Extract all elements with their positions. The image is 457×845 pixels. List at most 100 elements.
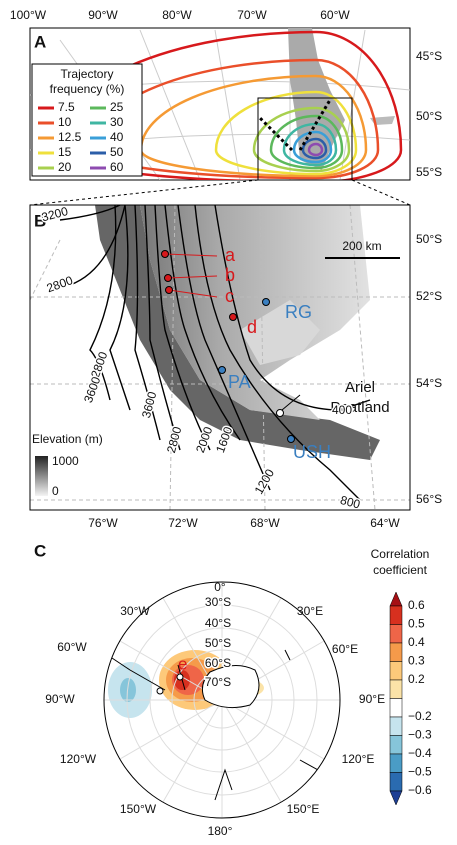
graticule [30, 205, 410, 510]
trajectory-contour [252, 106, 351, 173]
colorbar-label: 0.5 [408, 617, 425, 631]
contour-label: 3200 [40, 204, 70, 225]
contour-label: 400 [332, 403, 352, 417]
lon-label: 70°W [237, 8, 267, 22]
lowlands [140, 205, 370, 420]
colorbar: Correlation coefficient 0.6 0.5 0.4 0.3 0.2 −0.… [371, 547, 432, 806]
contour [109, 205, 131, 411]
lat-label: 54°S [416, 376, 442, 390]
legend-label: 12.5 [58, 130, 82, 144]
andes [95, 205, 380, 460]
lon-label: 30°E [297, 604, 323, 618]
contour [89, 205, 117, 401]
site-label: c [225, 286, 234, 306]
colorbar-segment [389, 716, 403, 736]
site-marker [156, 687, 164, 695]
frame-border [29, 204, 411, 511]
contour [194, 205, 361, 501]
contour [154, 205, 211, 451]
lat-label: 52°S [416, 289, 442, 303]
legend-label: 0 [52, 484, 59, 498]
trajectory-path [258, 99, 332, 152]
site-marker [161, 250, 169, 258]
lon-label: 60°W [57, 640, 87, 654]
leader-line [167, 275, 218, 279]
lowlands [240, 300, 320, 365]
lat-label: 30°S [205, 595, 231, 609]
lon-label: 150°E [287, 802, 320, 816]
elevation-gradient [35, 456, 48, 496]
colorbar-segment [389, 661, 403, 681]
lat-label: 45°S [416, 49, 442, 63]
legend-label: 60 [110, 160, 124, 174]
site-label: RG [285, 302, 312, 322]
site-marker [164, 274, 172, 282]
colorbar-title: coefficient [373, 563, 427, 577]
colorbar-segment [389, 679, 403, 699]
inset-link [29, 179, 411, 206]
lat-label: 55°S [416, 165, 442, 179]
colorbar-segment [389, 753, 403, 773]
lon-label: 120°E [342, 752, 375, 766]
lat-label: 70°S [205, 675, 231, 689]
map-b [30, 205, 410, 510]
colorbar-label: −0.5 [408, 765, 432, 779]
lon-label: 76°W [88, 516, 118, 530]
lon-label: 90°E [359, 692, 385, 706]
colorbar-label: 0.6 [408, 598, 425, 612]
legend-label: 30 [110, 115, 124, 129]
axis-labels: 100°W 90°W 80°W 70°W 60°W 45°S 50°S 55°S [10, 8, 442, 179]
colorbar-end [389, 591, 403, 607]
trajectory-contours [49, 30, 403, 180]
legend-box [31, 63, 143, 177]
lon-label: 80°W [162, 8, 192, 22]
site-label: Ariel [345, 379, 375, 396]
site-label: b [225, 265, 235, 285]
legend-label: 7.5 [58, 100, 75, 114]
contour [69, 205, 126, 286]
trajectory-contour [301, 137, 328, 160]
lon-label: 60°W [320, 8, 350, 22]
colorbar-segment [389, 772, 403, 792]
colorbar-label: −0.3 [408, 728, 432, 742]
legend-label: 40 [110, 130, 124, 144]
legend-label: 50 [110, 145, 124, 159]
legend-label: 25 [110, 100, 124, 114]
legend-title: Trajectory [61, 67, 114, 81]
lon-label: 120°W [60, 752, 97, 766]
leader-line [164, 253, 218, 257]
lon-label: 72°W [168, 516, 198, 530]
colorbar-label: −0.6 [408, 783, 432, 797]
trajectory-contour [292, 130, 333, 164]
trajectory-contour [214, 90, 358, 176]
lon-label: 0° [214, 580, 226, 594]
colorbar-end [389, 790, 403, 806]
inset-box [257, 97, 353, 181]
colorbar-segment [389, 605, 403, 625]
lat-label: 50°S [205, 636, 231, 650]
leader-line [281, 394, 301, 411]
contour-label: 800 [339, 493, 362, 512]
legend-title: Elevation (m) [32, 432, 103, 446]
lat-label: 50°S [416, 232, 442, 246]
trajectory-contour [307, 142, 324, 157]
site-marker [176, 673, 184, 681]
trajectory-contour [139, 74, 368, 178]
lon-label: 30°W [120, 604, 150, 618]
elevation-contours [59, 205, 371, 501]
scale-label: 200 km [342, 239, 381, 253]
lon-label: 90°W [88, 8, 118, 22]
globe-border [103, 581, 341, 819]
map-a [30, 28, 410, 180]
lon-label: 68°W [250, 516, 280, 530]
legend-label: 15 [58, 145, 72, 159]
contour [214, 205, 371, 411]
lat-label: 56°S [416, 492, 442, 506]
trajectory-contour [89, 58, 380, 180]
panel-label: C [34, 541, 46, 560]
